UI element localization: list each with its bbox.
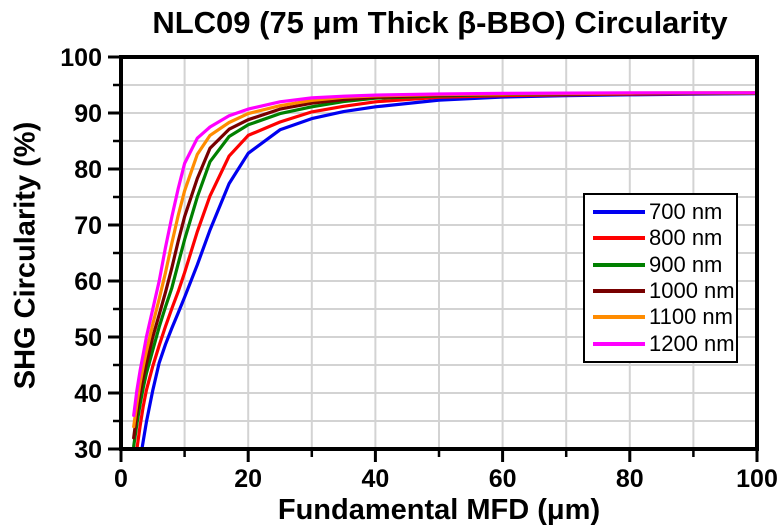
x-tick-label: 20 (234, 465, 262, 493)
x-tick-label: 40 (361, 465, 389, 493)
x-tick-label: 0 (114, 465, 128, 493)
legend-label: 1000 nm (649, 278, 735, 304)
y-tick-label: 100 (60, 44, 102, 72)
chart-title: NLC09 (75 μm Thick β-BBO) Circularity (152, 5, 728, 40)
x-tick-label: 80 (616, 465, 644, 493)
legend-label: 900 nm (649, 251, 723, 277)
y-tick-label: 30 (74, 436, 102, 464)
curve-1200nm (132, 91, 757, 417)
legend-swatch (593, 341, 645, 346)
y-tick-label: 70 (74, 212, 102, 240)
legend-entry: 1200 nm (593, 330, 736, 356)
legend-label: 1200 nm (649, 330, 735, 356)
x-axis-title: Fundamental MFD (μm) (277, 494, 601, 526)
legend: 700 nm 800 nm 900 nm 1000 nm 1100 nm 1200 nm (583, 193, 738, 363)
legend-entry: 800 nm (593, 227, 736, 249)
legend-swatch (593, 289, 645, 294)
legend-label: 1100 nm (649, 304, 733, 330)
legend-entry: 1000 nm (593, 280, 736, 302)
legend-label: 700 nm (649, 199, 723, 225)
y-tick-label: 80 (74, 156, 102, 184)
y-axis-title: SHG Circularity (%) (9, 121, 42, 390)
y-tick-label: 90 (74, 100, 102, 128)
y-tick-label: 40 (74, 380, 102, 408)
x-tick-label: 60 (489, 465, 517, 493)
legend-entry: 700 nm (593, 201, 736, 223)
legend-entry: 1100 nm (593, 306, 736, 328)
x-tick-label: 100 (736, 465, 778, 493)
legend-label: 800 nm (649, 225, 723, 251)
legend-swatch (593, 262, 645, 267)
legend-entry: 900 nm (593, 251, 736, 277)
y-tick-label: 50 (74, 324, 102, 352)
y-tick-label: 60 (74, 268, 102, 296)
legend-swatch (593, 210, 645, 215)
legend-swatch (593, 315, 645, 320)
legend-swatch (593, 236, 645, 241)
